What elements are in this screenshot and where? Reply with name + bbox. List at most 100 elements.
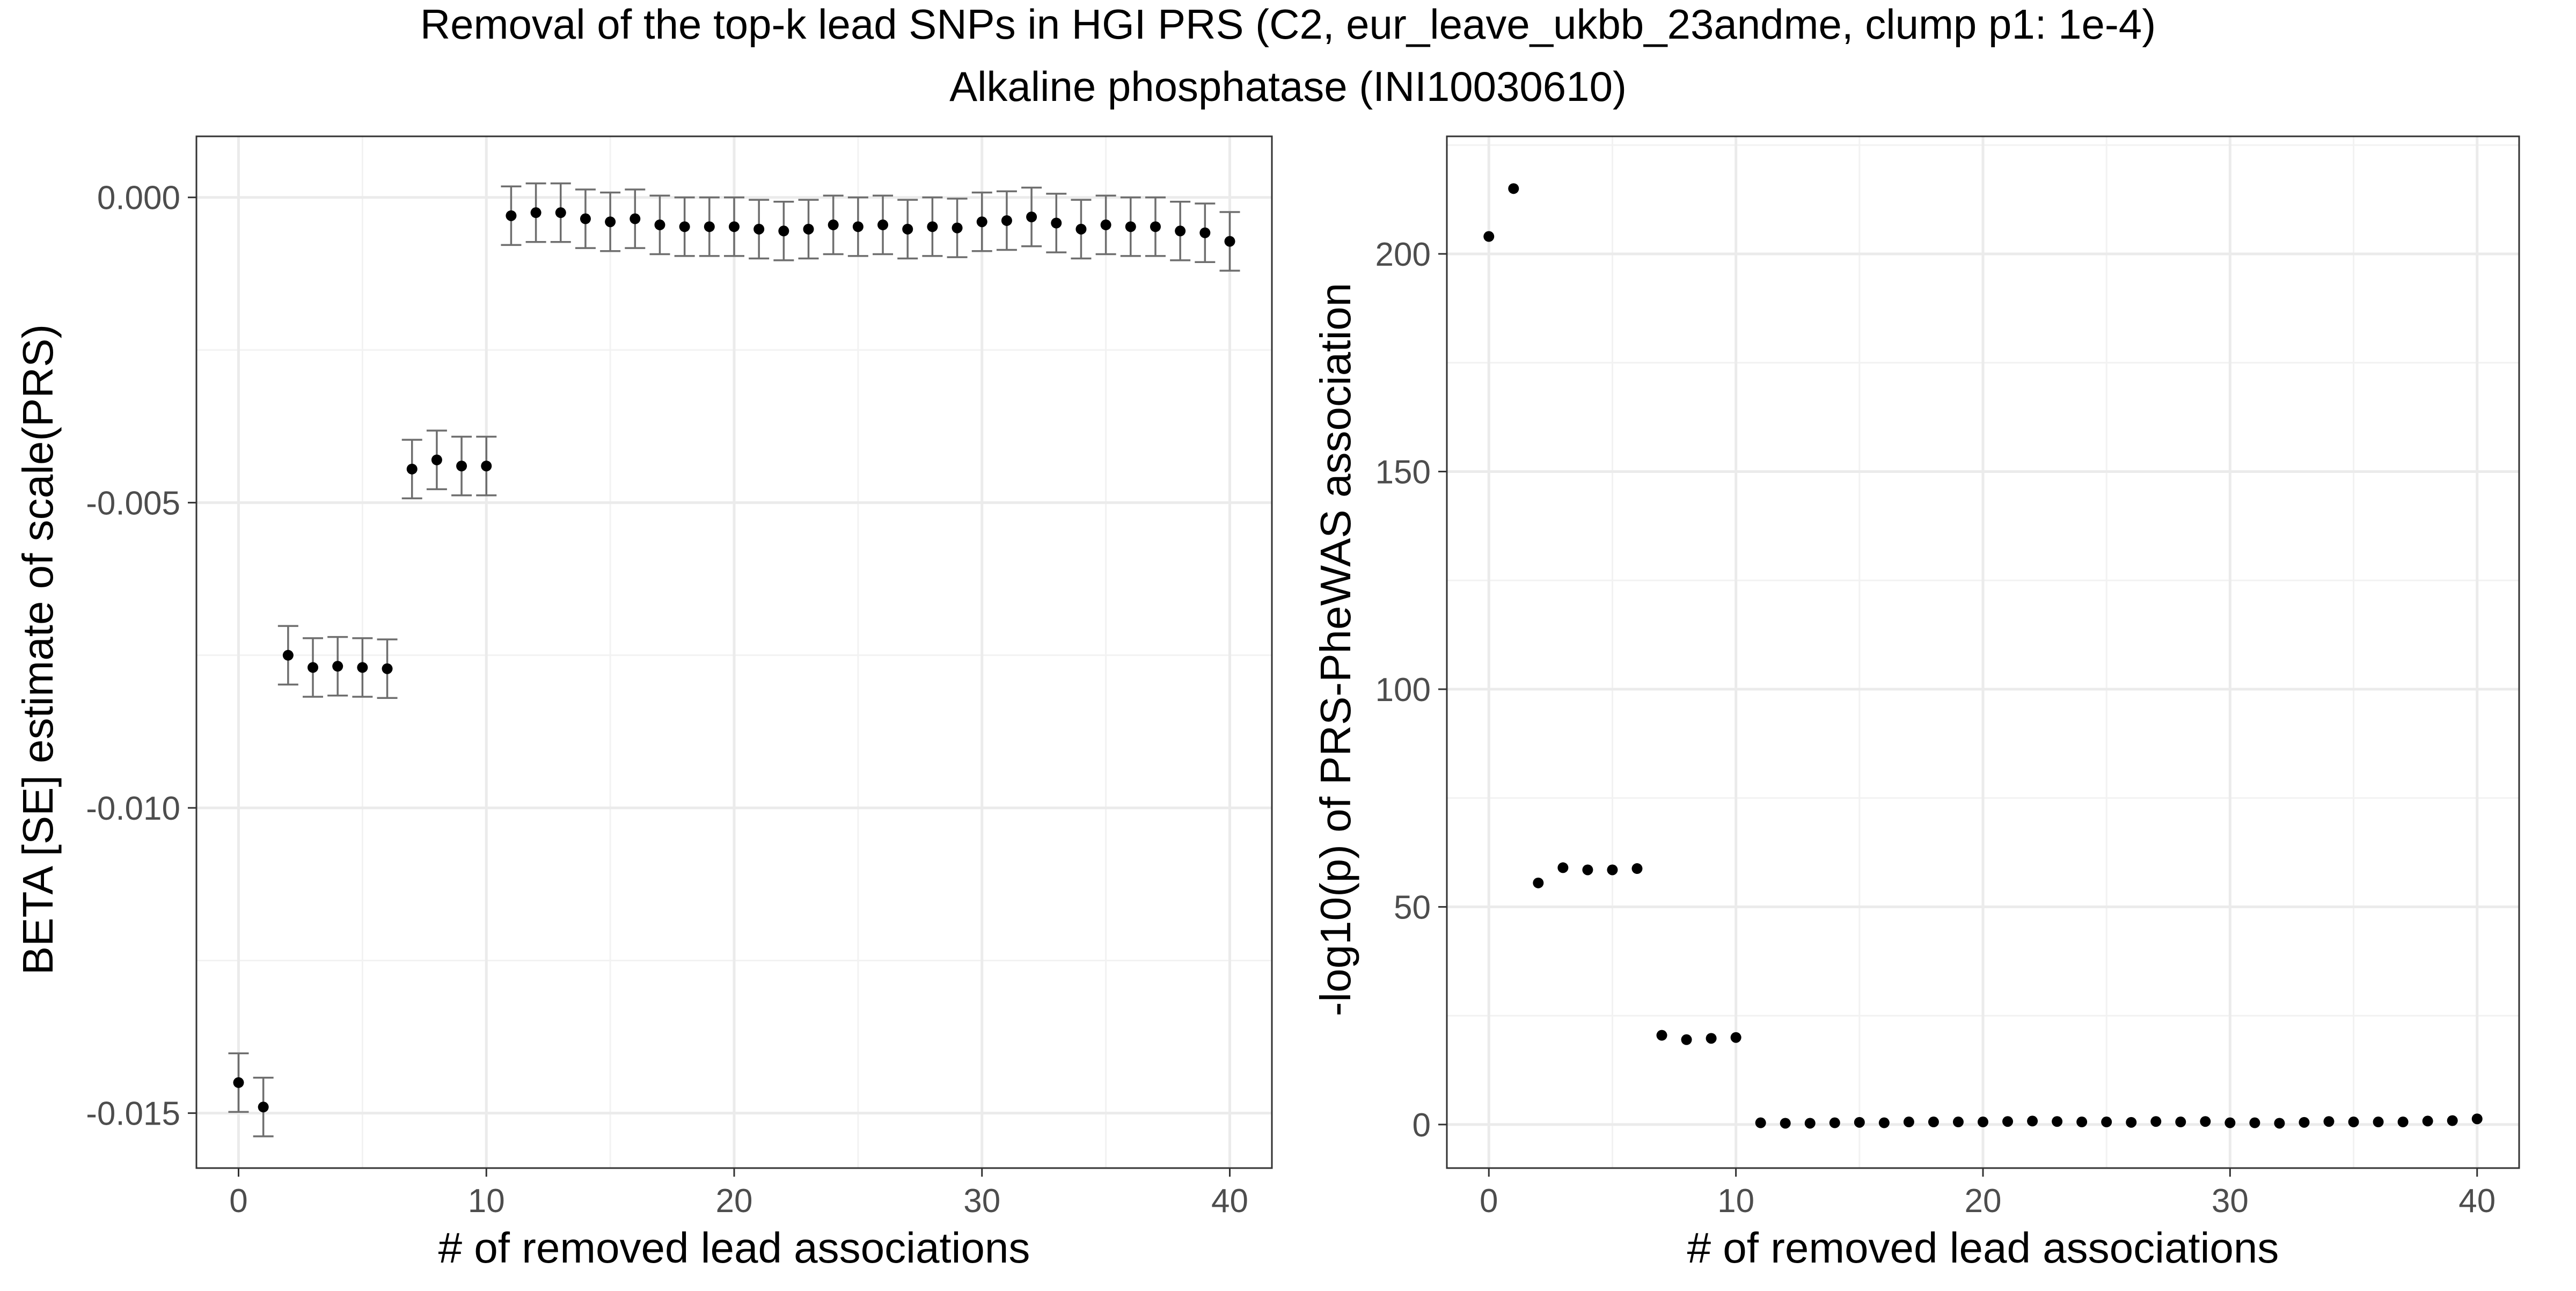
beta-x-tick-label: 10 <box>468 1183 505 1220</box>
beta-data-point <box>1026 211 1037 223</box>
pvalue-data-point <box>1952 1117 1964 1128</box>
beta-gridlines <box>196 136 1272 1168</box>
pvalue-x-tick-label: 40 <box>2458 1183 2496 1220</box>
pvalue-data-point <box>2447 1115 2458 1126</box>
pvalue-data-point <box>2274 1118 2285 1129</box>
pvalue-data-point <box>2471 1113 2483 1125</box>
panel-pvalue-xlabel: # of removed lead associations <box>1687 1224 2279 1272</box>
pvalue-x-tick-label: 0 <box>1480 1183 1498 1220</box>
beta-data-point <box>679 221 690 232</box>
pvalue-data-point <box>2126 1117 2137 1128</box>
beta-data-point <box>530 207 541 218</box>
pvalue-data-point <box>2224 1117 2236 1128</box>
beta-data-point <box>952 222 963 234</box>
beta-y-tick-label: -0.005 <box>86 485 180 522</box>
beta-data-point <box>630 213 641 224</box>
pvalue-y-tick-label: 0 <box>1413 1107 1431 1144</box>
panel-beta: # of removed lead associations BETA [SE]… <box>14 135 1273 1272</box>
pvalue-data-point <box>1780 1118 1791 1129</box>
pvalue-data-point <box>2052 1116 2063 1127</box>
beta-x-tick-label: 0 <box>229 1183 247 1220</box>
beta-data-point <box>1150 221 1161 232</box>
beta-data-point <box>803 223 814 235</box>
pvalue-data-point <box>1978 1117 1988 1128</box>
beta-data-point <box>406 463 418 475</box>
chart-subtitle: Alkaline phosphatase (INI10030610) <box>949 63 1627 110</box>
pvalue-data-point <box>1508 183 1519 194</box>
panel-beta-ylabel: BETA [SE] estimate of scale(PRS) <box>14 324 62 975</box>
pvalue-data-point <box>2076 1117 2088 1128</box>
beta-data-point <box>976 216 987 228</box>
panel-pvalue-ylabel: -log10(p) of PRS-PheWAS association <box>1312 283 1359 1017</box>
pvalue-data-point <box>2299 1117 2310 1128</box>
beta-data-point <box>308 662 319 673</box>
pvalue-data-point <box>2175 1117 2186 1128</box>
pvalue-data-point <box>1656 1030 1667 1041</box>
beta-x-tick-label: 40 <box>1211 1183 1248 1220</box>
beta-data-point <box>431 454 442 465</box>
beta-data-point <box>1199 227 1211 238</box>
pvalue-data-point <box>1681 1034 1692 1045</box>
beta-data-point <box>258 1102 269 1113</box>
beta-x-tick-label: 30 <box>963 1183 1000 1220</box>
pvalue-y-tick-label: 200 <box>1375 236 1431 273</box>
pvalue-data-point <box>2027 1115 2038 1127</box>
pvalue-data-point <box>1706 1033 1717 1044</box>
pvalue-data-point <box>2150 1116 2162 1127</box>
pvalue-data-point <box>1631 863 1643 874</box>
beta-data-point <box>332 661 343 672</box>
pvalue-data-point <box>2422 1115 2433 1127</box>
pvalue-data-point <box>2002 1116 2014 1127</box>
beta-data-point <box>1224 236 1235 247</box>
pvalue-data-point <box>1533 877 1544 888</box>
beta-data-point <box>456 461 467 472</box>
pvalue-x-tick-label: 20 <box>1965 1183 2002 1220</box>
pvalue-data-point <box>2373 1117 2384 1128</box>
beta-data-point <box>357 662 368 673</box>
pvalue-data-point <box>1878 1117 1890 1128</box>
beta-data-point <box>605 216 616 228</box>
pvalue-data-point <box>1903 1117 1914 1128</box>
pvalue-data-point <box>2348 1117 2359 1128</box>
beta-data-point <box>1075 223 1087 235</box>
beta-data-point <box>481 461 492 472</box>
pvalue-data-point <box>1557 862 1569 873</box>
pvalue-data-point <box>2101 1117 2112 1128</box>
panel-pvalue: # of removed lead associations -log10(p)… <box>1312 135 2520 1272</box>
beta-y-tick-label: -0.015 <box>86 1096 180 1133</box>
beta-data-point <box>654 219 665 230</box>
pvalue-data-point <box>1755 1117 1766 1128</box>
beta-data-point <box>580 213 591 224</box>
pvalue-gridlines <box>1447 136 2519 1168</box>
pvalue-data-point <box>2323 1116 2334 1127</box>
beta-data-point <box>382 663 393 674</box>
pvalue-data-point <box>1483 231 1495 242</box>
pvalue-data-point <box>2397 1117 2409 1128</box>
pvalue-y-tick-label: 150 <box>1375 454 1431 491</box>
pvalue-data-point <box>1854 1117 1865 1128</box>
pvalue-data-point <box>1730 1032 1741 1043</box>
beta-data-point <box>506 210 517 221</box>
pvalue-x-tick-label: 30 <box>2212 1183 2249 1220</box>
beta-data-point <box>1125 221 1136 232</box>
beta-data-point <box>1051 217 1062 229</box>
pvalue-data-point <box>1928 1117 1939 1128</box>
pvalue-data-point <box>1607 864 1618 876</box>
beta-data-point <box>927 221 938 232</box>
beta-y-tick-label: 0.000 <box>97 180 180 217</box>
pvalue-data-point <box>2200 1116 2211 1127</box>
beta-data-point <box>828 219 839 230</box>
panel-beta-xlabel: # of removed lead associations <box>438 1224 1030 1272</box>
beta-data-point <box>1100 219 1111 230</box>
beta-data-point <box>1175 225 1186 237</box>
beta-data-point <box>1001 215 1012 226</box>
pvalue-y-tick-label: 50 <box>1394 889 1431 926</box>
beta-data-point <box>753 223 765 235</box>
beta-y-tick-label: -0.010 <box>86 790 180 827</box>
beta-data-point <box>852 221 863 232</box>
pvalue-data-point <box>1582 864 1593 876</box>
beta-x-tick-label: 20 <box>716 1183 753 1220</box>
beta-data-point <box>778 225 789 237</box>
